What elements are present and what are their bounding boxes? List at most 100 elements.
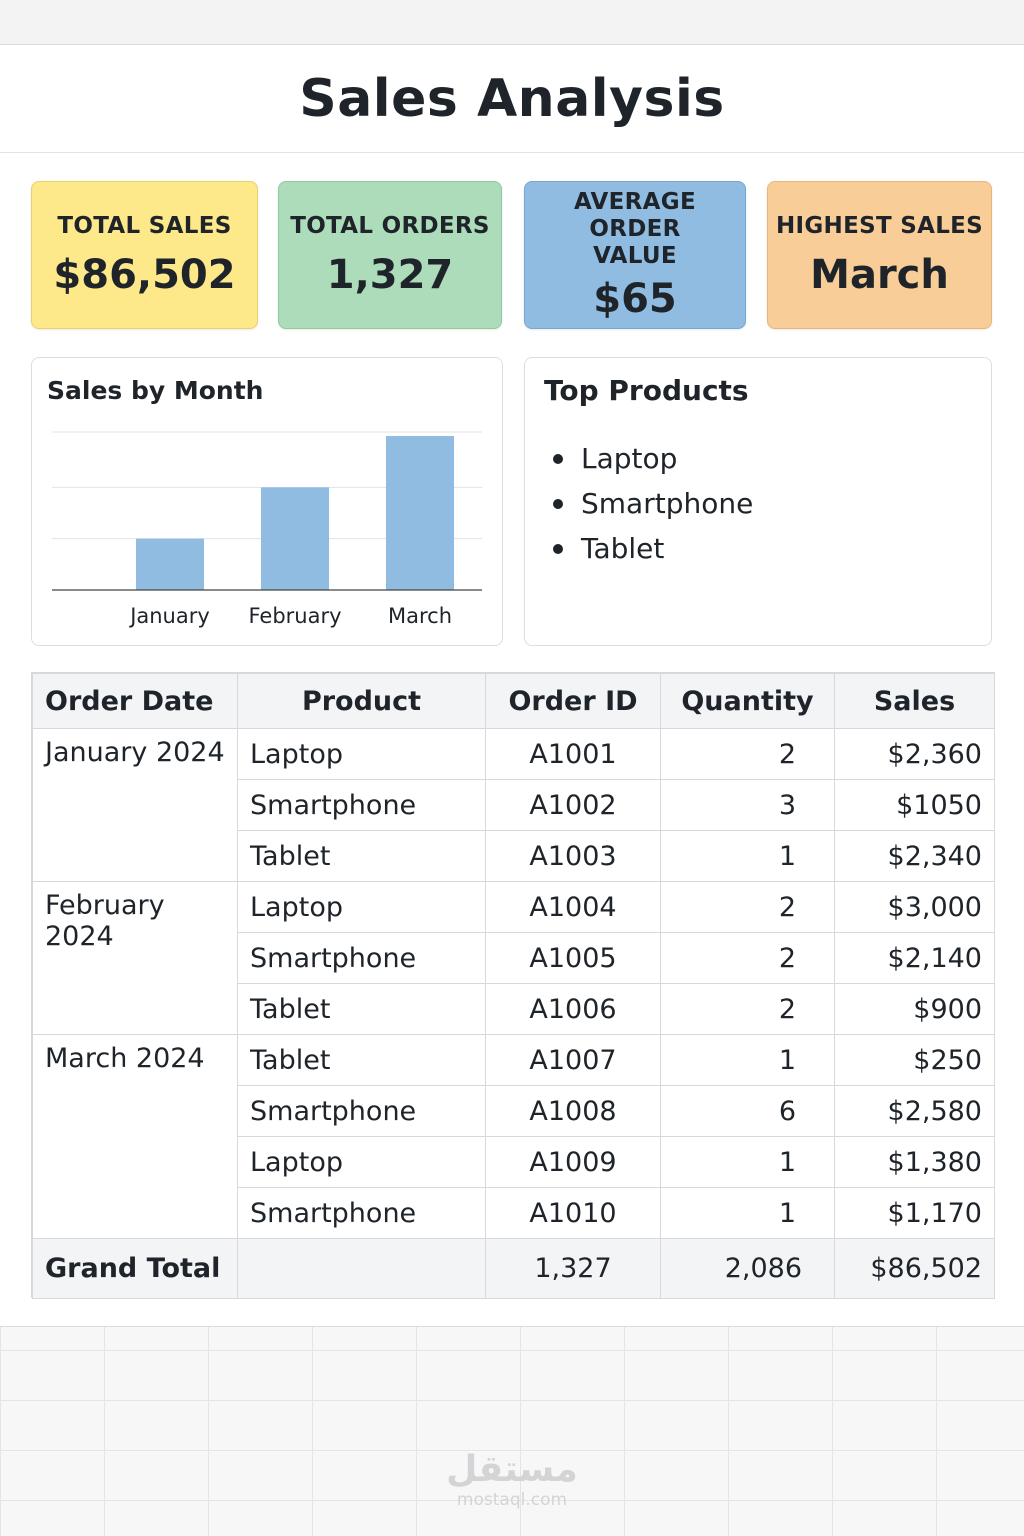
sales-cell[interactable]: $900 [834, 983, 995, 1035]
bar-chart: January February March [52, 431, 482, 628]
order-id-cell[interactable]: A1001 [485, 728, 661, 780]
kpi-value: $65 [593, 275, 677, 322]
product-cell[interactable]: Smartphone [237, 1187, 486, 1239]
kpi-highest-sales: HIGHEST SALES March [767, 181, 992, 329]
grand-total-row: Grand Total 1,327 2,086 $86,502 [32, 1238, 995, 1299]
table-row: January 2024 Laptop A1001 2 $2,360 [32, 728, 995, 882]
sales-cell[interactable]: $2,360 [834, 728, 995, 780]
quantity-cell[interactable]: 2 [660, 983, 835, 1035]
report-sheet: Sales Analysis TOTAL SALES $86,502 TOTAL… [0, 45, 1024, 1327]
list-item: Laptop [553, 436, 753, 481]
table-row: Tablet A1006 2 $900 [33, 983, 995, 1035]
order-date-cell[interactable]: January 2024 [32, 728, 238, 882]
product-cell[interactable]: Tablet [237, 830, 486, 882]
quantity-cell[interactable]: 2 [660, 932, 835, 984]
quantity-cell[interactable]: 1 [660, 1136, 835, 1188]
table-header-row: Order Date Product Order ID Quantity Sal… [32, 673, 995, 729]
chart-title: Sales by Month [47, 376, 264, 405]
quantity-cell[interactable]: 1 [660, 1034, 835, 1086]
sales-by-month-panel: Sales by Month January February March [31, 357, 503, 646]
grand-total-quantity[interactable]: 2,086 [660, 1238, 835, 1299]
kpi-value: 1,327 [326, 251, 454, 298]
sales-cell[interactable]: $250 [834, 1034, 995, 1086]
product-cell[interactable]: Tablet [237, 983, 486, 1035]
bullet-icon [553, 543, 563, 554]
column-header-product[interactable]: Product [237, 673, 486, 729]
order-id-cell[interactable]: A1006 [485, 983, 661, 1035]
order-id-cell[interactable]: A1004 [485, 881, 661, 933]
grand-total-label[interactable]: Grand Total [32, 1238, 238, 1299]
table-row: Smartphone A1008 6 $2,580 [33, 1085, 995, 1137]
bar-march [386, 436, 454, 590]
quantity-cell[interactable]: 6 [660, 1085, 835, 1137]
product-name: Tablet [581, 532, 665, 565]
table-row: Smartphone A1010 1 $1,170 [33, 1187, 995, 1239]
kpi-average-order-value: AVERAGE ORDER VALUE $65 [524, 181, 746, 329]
order-id-cell[interactable]: A1007 [485, 1034, 661, 1086]
column-header-quantity[interactable]: Quantity [660, 673, 835, 729]
order-date-cell[interactable]: March 2024 [32, 1034, 238, 1239]
watermark-site: mostaql.com [456, 1490, 568, 1510]
top-products-title: Top Products [544, 374, 749, 407]
x-tick-label: February [248, 604, 341, 628]
kpi-label-line1: AVERAGE ORDER [574, 188, 696, 242]
kpi-value: March [810, 251, 949, 298]
kpi-label: TOTAL ORDERS [290, 212, 490, 239]
product-cell[interactable]: Laptop [237, 881, 486, 933]
quantity-cell[interactable]: 2 [660, 881, 835, 933]
kpi-total-orders: TOTAL ORDERS 1,327 [278, 181, 502, 329]
column-header-order-id[interactable]: Order ID [485, 673, 661, 729]
x-tick-label: March [388, 604, 452, 628]
list-item: Tablet [553, 526, 753, 571]
sales-cell[interactable]: $1,170 [834, 1187, 995, 1239]
order-id-cell[interactable]: A1005 [485, 932, 661, 984]
order-id-cell[interactable]: A1008 [485, 1085, 661, 1137]
sales-cell[interactable]: $1050 [834, 779, 995, 831]
table-row: February 2024 Laptop A1004 2 $3,000 [32, 881, 995, 1035]
top-products-list: Laptop Smartphone Tablet [553, 436, 753, 571]
column-header-order-date[interactable]: Order Date [32, 673, 238, 729]
watermark: مستقل mostaql.com [0, 1449, 1024, 1511]
grand-total-orders[interactable]: 1,327 [485, 1238, 661, 1299]
product-cell[interactable]: Smartphone [237, 779, 486, 831]
quantity-cell[interactable]: 2 [660, 728, 835, 780]
product-cell[interactable]: Tablet [237, 1034, 486, 1086]
sales-cell[interactable]: $2,140 [834, 932, 995, 984]
quantity-cell[interactable]: 1 [660, 1187, 835, 1239]
kpi-label: HIGHEST SALES [775, 212, 984, 239]
list-item: Smartphone [553, 481, 753, 526]
kpi-label: TOTAL SALES [57, 212, 232, 239]
orders-table: Order Date Product Order ID Quantity Sal… [32, 673, 995, 1299]
top-products-panel: Top Products Laptop Smartphone Tablet [524, 357, 992, 646]
product-cell[interactable]: Laptop [237, 728, 486, 780]
order-date-cell[interactable]: February 2024 [32, 881, 238, 1035]
quantity-cell[interactable]: 3 [660, 779, 835, 831]
bar-january [136, 538, 204, 590]
sales-cell[interactable]: $2,340 [834, 830, 995, 882]
watermark-logo: مستقل [446, 1449, 578, 1490]
table-row: March 2024 Tablet A1007 1 $250 [32, 1034, 995, 1239]
table-row: Tablet A1003 1 $2,340 [33, 830, 995, 882]
top-strip [0, 0, 1024, 45]
table-row: Smartphone A1002 3 $1050 [33, 779, 995, 831]
orders-table-container: Order Date Product Order ID Quantity Sal… [31, 672, 995, 1299]
quantity-cell[interactable]: 1 [660, 830, 835, 882]
column-header-sales[interactable]: Sales [834, 673, 995, 729]
bullet-icon [553, 453, 563, 464]
order-id-cell[interactable]: A1002 [485, 779, 661, 831]
grand-total-empty-cell[interactable] [237, 1238, 486, 1299]
order-id-cell[interactable]: A1009 [485, 1136, 661, 1188]
product-cell[interactable]: Smartphone [237, 932, 486, 984]
grand-total-sales[interactable]: $86,502 [834, 1238, 995, 1299]
product-cell[interactable]: Smartphone [237, 1085, 486, 1137]
sales-cell[interactable]: $2,580 [834, 1085, 995, 1137]
kpi-value: $86,502 [53, 251, 236, 298]
order-id-cell[interactable]: A1010 [485, 1187, 661, 1239]
page-title: Sales Analysis [299, 68, 725, 129]
x-tick-label: January [128, 604, 210, 628]
order-id-cell[interactable]: A1003 [485, 830, 661, 882]
sales-cell[interactable]: $3,000 [834, 881, 995, 933]
kpi-total-sales: TOTAL SALES $86,502 [31, 181, 258, 329]
sales-cell[interactable]: $1,380 [834, 1136, 995, 1188]
product-cell[interactable]: Laptop [237, 1136, 486, 1188]
